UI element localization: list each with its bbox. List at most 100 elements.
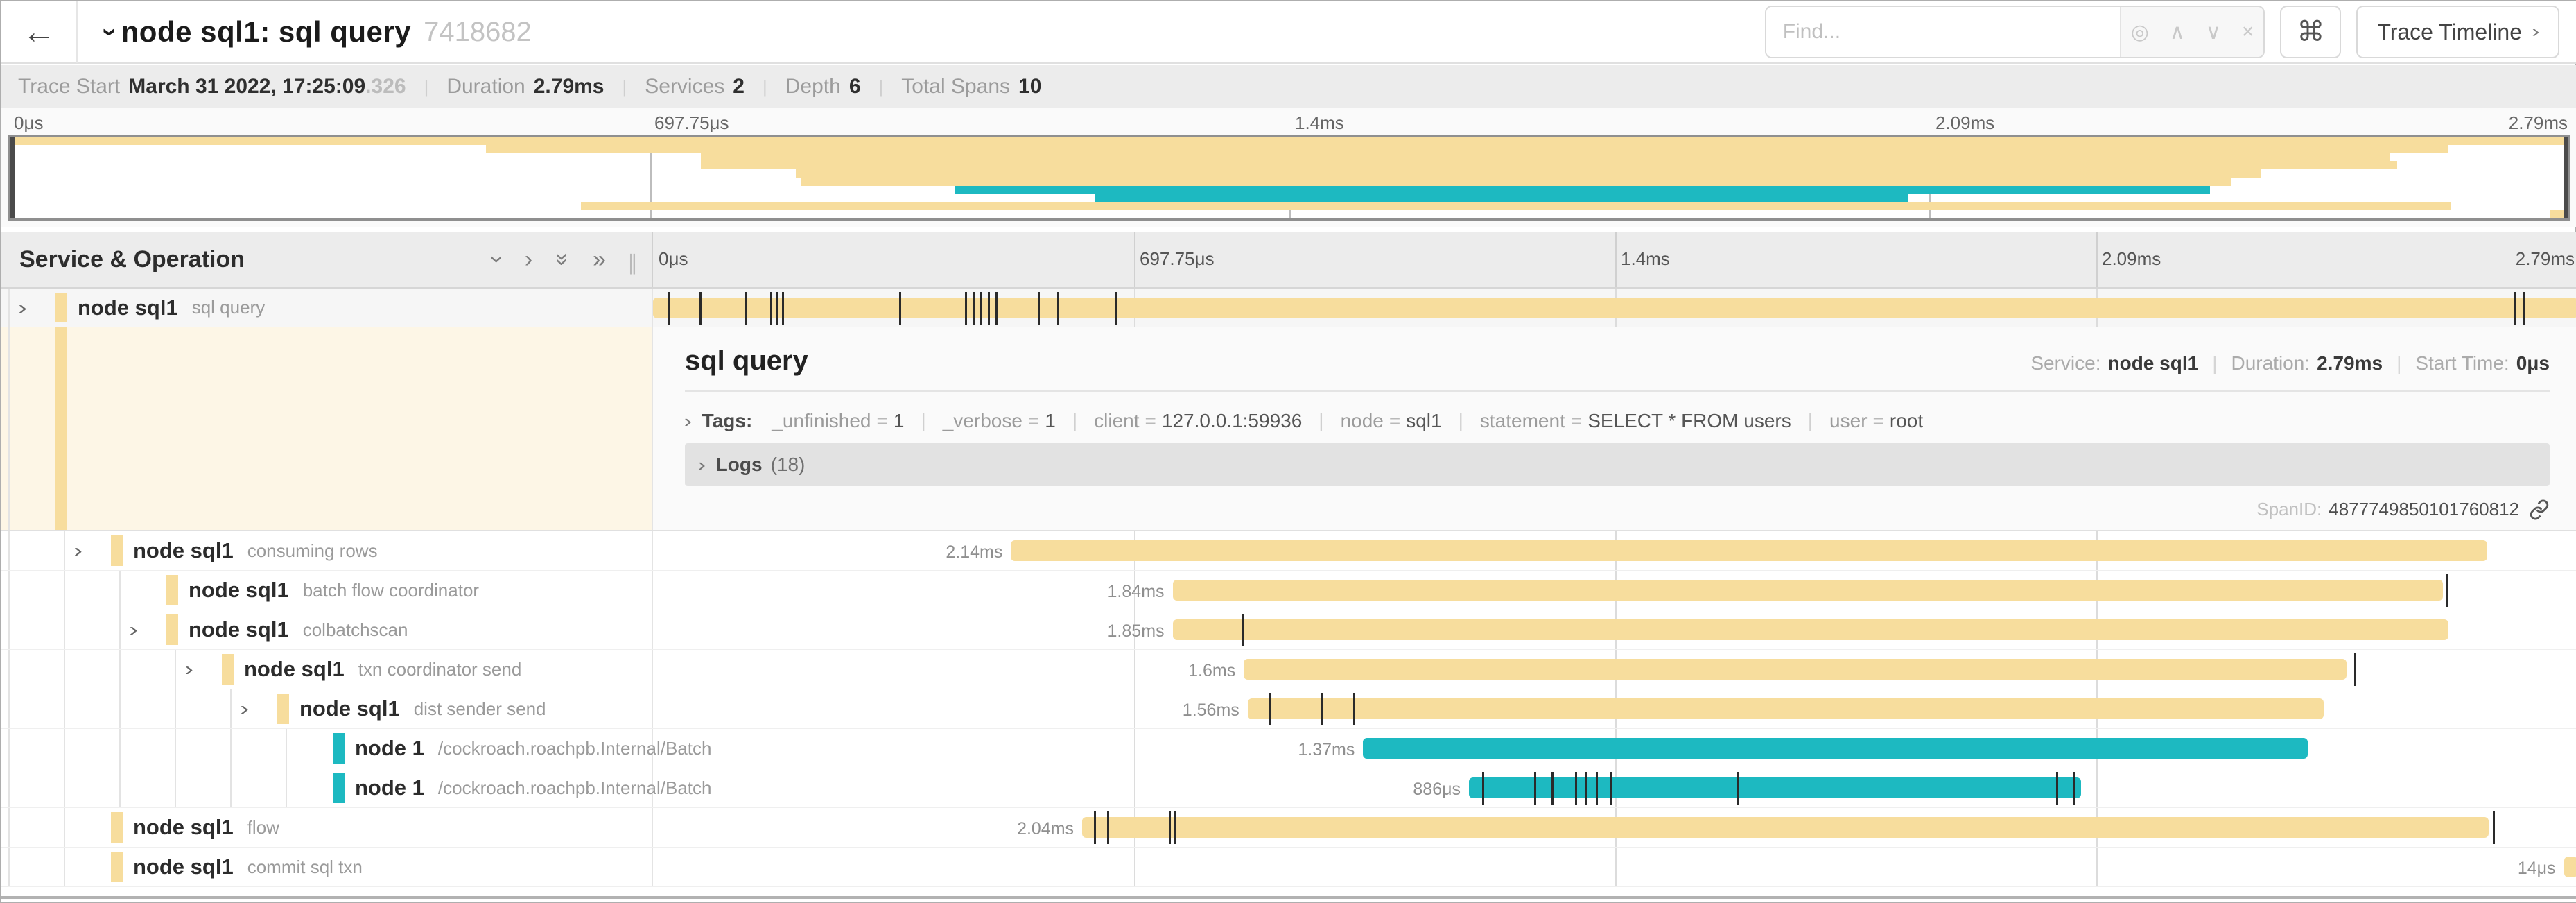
log-marker <box>2353 653 2356 686</box>
span-row-timeline: 2.04ms <box>653 808 2576 847</box>
span-row-timeline: 2.14ms <box>653 531 2576 570</box>
operation-name: sql query <box>191 297 266 318</box>
horizontal-scrollbar[interactable] <box>1 896 2576 902</box>
span-row-timeline: 1.85ms <box>653 610 2576 649</box>
log-marker <box>995 292 998 325</box>
prev-result-icon[interactable]: ∧ <box>2169 20 2185 44</box>
service-color-accent <box>166 575 178 605</box>
span-bar[interactable] <box>2564 857 2576 877</box>
minimap-left-handle[interactable] <box>10 137 15 218</box>
operation-name: batch flow coordinator <box>302 579 480 601</box>
span-row-timeline <box>653 289 2576 327</box>
row-collapse-icon[interactable]: › <box>73 540 82 561</box>
clear-icon[interactable]: × <box>2241 20 2254 43</box>
log-marker <box>1093 811 1096 844</box>
span-tree-item[interactable]: › node sql1 txn coordinator send <box>1 650 653 689</box>
tags-section[interactable]: › Tags: _unfinished = 1 | _verbose = 1 | client =… <box>684 410 1924 431</box>
minimap-span-bar <box>701 153 2390 162</box>
log-marker <box>2514 292 2516 325</box>
service-color-accent <box>333 733 345 764</box>
expand-one-icon[interactable]: › <box>524 246 533 273</box>
log-marker <box>1596 772 1599 805</box>
timeline-ruler: 0μs 697.75μs 1.4ms 2.09ms 2.79ms <box>653 232 2576 287</box>
row-collapse-icon[interactable]: › <box>129 619 138 640</box>
span-bar[interactable] <box>1247 698 2324 719</box>
span-tree-item[interactable]: › node sql1 sql query <box>1 289 653 327</box>
trace-summary-bar: Trace Start March 31 2022, 17:25:09.326 | D… <box>1 65 2576 108</box>
find-group: ◎ ∧ ∨ × <box>1764 6 2265 58</box>
tick-label: 1.4ms <box>1621 248 1670 269</box>
span-detail-row: sql query Service: node sql1 | Duration:… <box>1 327 2576 531</box>
tag-item: _unfinished = 1 <box>772 410 905 431</box>
span-tree-item[interactable]: node sql1 flow <box>1 808 653 847</box>
span-duration-label: 2.14ms <box>946 542 1003 562</box>
tag-item: node = sql1 <box>1340 410 1442 431</box>
span-bar[interactable] <box>1172 619 2448 640</box>
logs-section[interactable]: › Logs (18) <box>685 443 2550 486</box>
log-marker <box>980 292 982 325</box>
keyboard-shortcuts-button[interactable]: ⌘ <box>2280 6 2342 58</box>
span-duration-label: 886μs <box>1413 780 1461 799</box>
span-tree-item[interactable]: node 1/cockroach.roachpb.Internal/Batch <box>1 729 711 768</box>
locate-icon[interactable]: ◎ <box>2130 20 2149 44</box>
table-row: node 1/cockroach.roachpb.Internal/Batch 8… <box>1 768 2576 808</box>
log-marker <box>668 292 671 325</box>
find-input[interactable] <box>1766 7 2120 57</box>
expand-all-icon[interactable]: » <box>593 246 606 273</box>
back-button[interactable]: ← <box>1 1 78 63</box>
service-label: Service: <box>2030 352 2101 374</box>
tag-item: _verbose = 1 <box>942 410 1056 431</box>
trace-view-dropdown[interactable]: Trace Timeline › <box>2356 6 2559 58</box>
trace-collapse-icon[interactable]: › <box>95 27 125 37</box>
logs-expand-icon[interactable]: › <box>697 454 706 475</box>
service-color-accent <box>166 614 178 645</box>
collapse-all-icon[interactable]: › <box>484 255 511 264</box>
tags-expand-icon[interactable]: › <box>684 410 692 431</box>
span-id-value: 4877749850101760812 <box>2329 499 2519 519</box>
log-marker <box>964 292 967 325</box>
minimap-right-handle[interactable] <box>2564 137 2568 218</box>
log-marker <box>776 292 778 325</box>
span-bar[interactable] <box>653 298 2576 318</box>
span-bar[interactable] <box>1363 738 2308 759</box>
grid-header: Service & Operation › › » » ∥ 0μs 697.75μs 1.… <box>1 232 2576 289</box>
operation-name: /cockroach.roachpb.Internal/Batch <box>437 737 712 759</box>
trace-view-label: Trace Timeline <box>2377 19 2522 44</box>
service-name: node 1 <box>355 736 424 760</box>
app-header: ← › node sql1: sql query 7418682 ◎∧∨× ⌘ … <box>1 1 2576 64</box>
span-bar[interactable] <box>1244 659 2347 680</box>
tick-label: 2.79ms <box>2508 112 2568 133</box>
log-marker <box>1038 292 1041 325</box>
tick-label: 0μs <box>14 112 44 133</box>
span-row-timeline: 1.56ms <box>653 689 2576 728</box>
service-name: node sql1 <box>78 295 178 320</box>
row-collapse-icon[interactable]: › <box>184 658 193 680</box>
log-marker <box>1534 772 1537 805</box>
tick-label: 697.75μs <box>654 112 729 133</box>
next-result-icon[interactable]: ∨ <box>2205 20 2221 44</box>
span-tree-item[interactable]: node sql1 commit sql txn <box>1 848 653 886</box>
minimap-span-bar <box>1095 194 1908 203</box>
row-collapse-icon[interactable]: › <box>18 296 27 318</box>
span-tree-item[interactable]: › node sql1 consuming rows <box>1 531 653 570</box>
operation-name: txn coordinator send <box>358 658 522 680</box>
column-resize-handle[interactable]: ∥ <box>627 251 639 275</box>
span-bar[interactable] <box>1011 540 2487 561</box>
minimap-canvas[interactable] <box>8 135 2570 221</box>
service-name: node sql1 <box>133 854 234 879</box>
log-marker <box>1056 292 1059 325</box>
span-tree-item[interactable]: node 1/cockroach.roachpb.Internal/Batch <box>1 768 711 807</box>
collapse-deep-icon[interactable]: » <box>549 252 576 266</box>
minimap-tick-labels: 0μs 697.75μs 1.4ms 2.09ms 2.79ms <box>8 112 2570 133</box>
tick-label: 0μs <box>659 248 688 269</box>
span-tree-item[interactable]: › node sql1 dist sender send <box>1 689 653 728</box>
row-collapse-icon[interactable]: › <box>240 698 249 719</box>
span-bar[interactable] <box>1172 580 2443 601</box>
span-tree-item[interactable]: › node sql1 colbatchscan <box>1 610 653 649</box>
link-icon[interactable] <box>2529 499 2550 520</box>
span-tree-item[interactable]: node sql1 batch flow coordinator <box>1 571 653 610</box>
log-marker <box>1168 811 1171 844</box>
span-bar[interactable] <box>1082 817 2489 838</box>
span-bar[interactable] <box>1469 777 2081 798</box>
minimap-span-bar <box>701 161 2397 170</box>
